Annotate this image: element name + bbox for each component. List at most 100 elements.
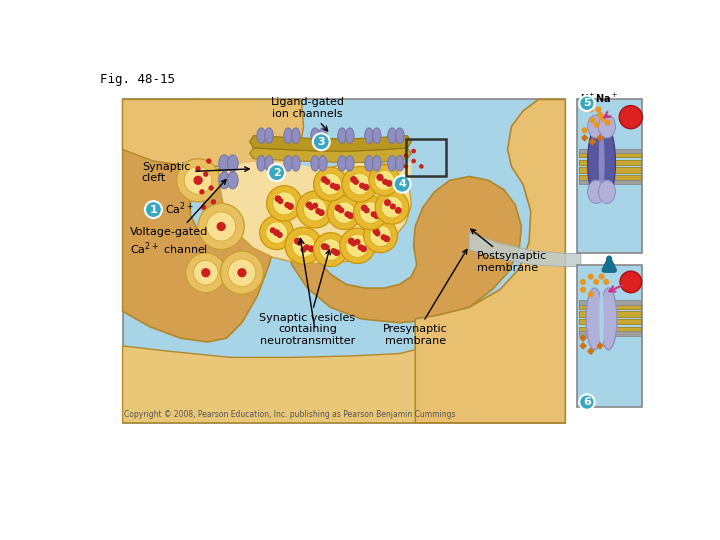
- Bar: [579, 311, 641, 316]
- Circle shape: [620, 271, 642, 293]
- Ellipse shape: [265, 156, 273, 171]
- Circle shape: [211, 199, 216, 205]
- Circle shape: [292, 234, 315, 257]
- Ellipse shape: [257, 156, 266, 171]
- Ellipse shape: [219, 172, 230, 189]
- Circle shape: [207, 212, 235, 241]
- Ellipse shape: [598, 180, 616, 204]
- Circle shape: [307, 245, 315, 252]
- Text: 6: 6: [583, 397, 591, 407]
- Ellipse shape: [586, 288, 603, 350]
- Circle shape: [377, 174, 383, 181]
- Circle shape: [176, 159, 220, 202]
- Circle shape: [353, 179, 359, 185]
- Circle shape: [266, 186, 302, 221]
- Circle shape: [384, 199, 391, 206]
- Circle shape: [274, 195, 282, 202]
- Circle shape: [382, 197, 403, 218]
- Bar: [579, 148, 641, 153]
- Circle shape: [304, 244, 310, 251]
- Text: Presynaptic
membrane: Presynaptic membrane: [383, 249, 467, 346]
- Bar: [579, 167, 641, 173]
- Ellipse shape: [599, 290, 604, 348]
- Circle shape: [203, 171, 209, 177]
- Polygon shape: [469, 233, 581, 267]
- Circle shape: [260, 215, 294, 249]
- Circle shape: [276, 232, 283, 238]
- Circle shape: [589, 117, 595, 123]
- Ellipse shape: [388, 156, 396, 171]
- Circle shape: [594, 122, 600, 128]
- Ellipse shape: [265, 128, 273, 143]
- Polygon shape: [250, 148, 411, 163]
- Circle shape: [315, 208, 321, 214]
- Circle shape: [370, 225, 392, 247]
- Circle shape: [382, 179, 388, 185]
- Circle shape: [324, 179, 330, 185]
- Circle shape: [320, 173, 341, 195]
- Circle shape: [605, 119, 611, 126]
- Text: 1: 1: [150, 205, 157, 214]
- Text: Postsynaptic
membrane: Postsynaptic membrane: [471, 229, 547, 273]
- Bar: [579, 319, 641, 325]
- Ellipse shape: [598, 128, 616, 197]
- Circle shape: [375, 190, 409, 224]
- Circle shape: [354, 239, 361, 245]
- Circle shape: [184, 166, 212, 194]
- Text: Na$^+$: Na$^+$: [595, 92, 618, 105]
- Ellipse shape: [588, 180, 605, 204]
- Text: 5: 5: [583, 98, 590, 109]
- Circle shape: [268, 164, 285, 181]
- Circle shape: [320, 239, 341, 260]
- Ellipse shape: [284, 128, 292, 143]
- Bar: [579, 179, 641, 184]
- Circle shape: [377, 175, 384, 181]
- Bar: [579, 300, 641, 305]
- Text: Ca$^{2+}$: Ca$^{2+}$: [165, 200, 194, 217]
- Circle shape: [385, 180, 392, 187]
- Circle shape: [404, 164, 408, 168]
- Ellipse shape: [395, 156, 404, 171]
- Circle shape: [350, 176, 357, 183]
- Circle shape: [384, 200, 390, 206]
- Circle shape: [588, 291, 594, 298]
- Circle shape: [360, 202, 382, 224]
- Circle shape: [364, 207, 370, 213]
- Circle shape: [411, 148, 416, 153]
- Polygon shape: [122, 346, 415, 423]
- Circle shape: [361, 205, 368, 212]
- Ellipse shape: [292, 128, 300, 143]
- Ellipse shape: [598, 130, 605, 195]
- Circle shape: [285, 227, 322, 264]
- Ellipse shape: [365, 156, 373, 171]
- Ellipse shape: [284, 156, 292, 171]
- Circle shape: [186, 253, 226, 293]
- Bar: [579, 327, 641, 332]
- Ellipse shape: [395, 128, 404, 143]
- Circle shape: [323, 244, 330, 251]
- Circle shape: [333, 184, 340, 191]
- Circle shape: [300, 247, 307, 253]
- Circle shape: [270, 227, 276, 233]
- Polygon shape: [219, 161, 411, 252]
- Circle shape: [314, 233, 348, 267]
- Ellipse shape: [365, 128, 373, 143]
- Ellipse shape: [600, 288, 617, 350]
- Text: Voltage-gated
Ca$^{2+}$ channel: Voltage-gated Ca$^{2+}$ channel: [130, 180, 226, 256]
- Circle shape: [209, 185, 214, 191]
- Text: 4: 4: [398, 179, 406, 189]
- Circle shape: [598, 273, 605, 280]
- Polygon shape: [250, 136, 411, 151]
- Circle shape: [357, 244, 364, 251]
- Circle shape: [579, 394, 595, 410]
- Circle shape: [588, 273, 594, 280]
- Circle shape: [362, 184, 369, 191]
- Circle shape: [347, 212, 354, 219]
- Circle shape: [580, 287, 586, 293]
- Circle shape: [328, 195, 361, 230]
- Text: 2: 2: [273, 167, 281, 178]
- Circle shape: [369, 165, 400, 195]
- Circle shape: [348, 238, 355, 245]
- Circle shape: [419, 164, 423, 168]
- Bar: [406, 139, 446, 176]
